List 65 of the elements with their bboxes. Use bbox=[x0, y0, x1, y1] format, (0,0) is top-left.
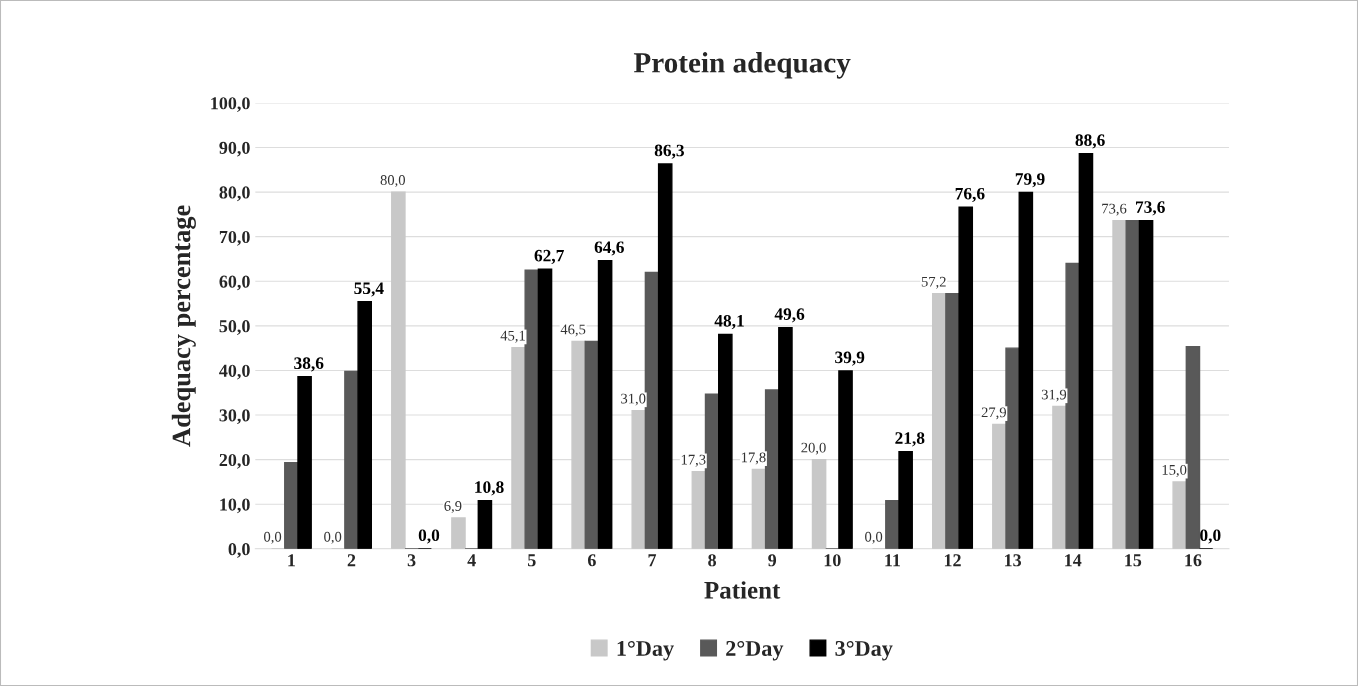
data-label: 38,6 bbox=[294, 357, 324, 372]
data-label: 21,8 bbox=[895, 432, 925, 447]
data-label: 46,5 bbox=[560, 324, 586, 337]
data-label: 55,4 bbox=[354, 282, 384, 297]
data-label: 73,6 bbox=[1136, 201, 1165, 216]
data-label: 88,6 bbox=[1075, 134, 1105, 149]
data-label: 27,9 bbox=[981, 407, 1006, 420]
x-tick-label: 8 bbox=[708, 554, 717, 567]
y-tick-label: 100,0 bbox=[211, 97, 250, 112]
x-tick-label: 13 bbox=[1005, 554, 1022, 567]
data-label: 6,9 bbox=[444, 501, 462, 513]
y-tick-label: 10,0 bbox=[220, 498, 250, 514]
data-label: 62,7 bbox=[534, 249, 564, 265]
x-tick-label: 15 bbox=[1125, 554, 1142, 567]
data-label: 57,2 bbox=[921, 276, 946, 289]
y-tick-label: 50,0 bbox=[219, 320, 250, 335]
data-label: 31,9 bbox=[1041, 389, 1067, 402]
x-tick-label: 6 bbox=[587, 554, 596, 567]
x-tick-label: 3 bbox=[407, 554, 416, 567]
x-tick-label: 7 bbox=[648, 554, 657, 567]
data-label: 0,0 bbox=[865, 531, 883, 544]
x-tick-label: 12 bbox=[944, 554, 961, 567]
legend-label: 2°Day bbox=[726, 640, 784, 661]
data-label: 80,0 bbox=[380, 175, 405, 188]
x-tick-label: 2 bbox=[347, 554, 356, 567]
data-label: 64,6 bbox=[594, 241, 624, 256]
x-tick-label: 1 bbox=[288, 554, 295, 567]
x-tick-label: 4 bbox=[467, 554, 476, 567]
x-tick-label: 14 bbox=[1065, 554, 1082, 567]
data-label: 0,0 bbox=[264, 531, 282, 544]
y-tick-label: 40,0 bbox=[219, 364, 250, 380]
data-label: 79,9 bbox=[1015, 173, 1045, 188]
y-tick-label: 80,0 bbox=[219, 186, 250, 202]
chart-title: Protein adequacy bbox=[633, 52, 851, 79]
data-label: 31,0 bbox=[621, 393, 646, 406]
data-label: 0,0 bbox=[1200, 529, 1221, 544]
x-tick-label: 16 bbox=[1185, 554, 1202, 567]
data-label: 49,6 bbox=[774, 308, 805, 323]
data-label: 73,6 bbox=[1102, 203, 1127, 216]
data-label: 17,8 bbox=[741, 452, 766, 465]
data-label: 76,6 bbox=[955, 187, 985, 203]
data-label: 20,0 bbox=[801, 442, 826, 455]
y-tick-label: 70,0 bbox=[219, 230, 250, 246]
y-tick-label: 30,0 bbox=[219, 409, 250, 425]
data-label: 39,9 bbox=[835, 351, 865, 366]
data-label: 86,3 bbox=[654, 144, 684, 159]
y-tick-label: 60,0 bbox=[219, 275, 250, 291]
data-label: 48,1 bbox=[714, 314, 744, 330]
y-tick-label: 20,0 bbox=[219, 453, 250, 469]
y-tick-label: 90,0 bbox=[219, 141, 250, 157]
y-tick-label: 0,0 bbox=[228, 543, 250, 558]
data-label: 45,1 bbox=[500, 330, 525, 343]
x-tick-label: 11 bbox=[885, 554, 900, 567]
x-axis-title: Patient bbox=[704, 581, 781, 599]
data-label: 10,8 bbox=[475, 481, 504, 496]
data-label: 0,0 bbox=[418, 529, 440, 544]
x-tick-label: 9 bbox=[768, 554, 777, 567]
x-tick-label: 10 bbox=[824, 554, 841, 567]
y-axis-title: Adequacy percentage bbox=[171, 205, 196, 447]
data-label: 17,3 bbox=[681, 454, 706, 467]
legend-label: 1°Day bbox=[617, 640, 674, 661]
data-label: 0,0 bbox=[324, 531, 342, 544]
legend-label: 3°Day bbox=[835, 640, 893, 661]
x-tick-label: 5 bbox=[527, 554, 536, 567]
data-label: 15,0 bbox=[1162, 464, 1187, 477]
